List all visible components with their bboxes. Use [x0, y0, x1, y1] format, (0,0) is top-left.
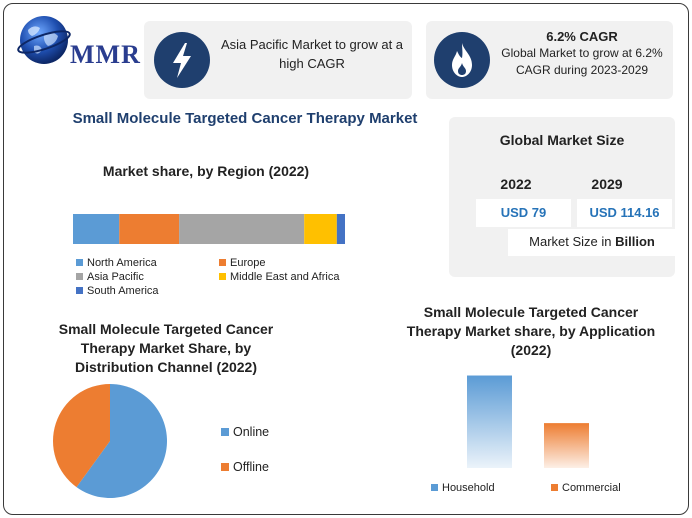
lightning-bolt-icon	[154, 32, 210, 88]
cagr-card-description: Global Market to grow at 6.2% CAGR durin…	[501, 46, 663, 77]
legend-household-label: Household	[442, 482, 495, 494]
flame-icon	[434, 32, 490, 88]
legend-europe-label: Europe	[230, 257, 266, 269]
unit-bold: Billion	[615, 234, 655, 249]
application-chart-title: Small Molecule Targeted Cancer Therapy M…	[406, 304, 656, 358]
cagr-card: 6.2% CAGR Global Market to grow at 6.2% …	[426, 21, 673, 99]
mmr-logo: MMR	[10, 10, 140, 72]
global-market-size-title: Global Market Size	[499, 132, 625, 148]
legend-middle-east-and-africa-label: Middle East and Africa	[230, 271, 340, 283]
legend-asia-pacific-label: Asia Pacific	[87, 271, 144, 283]
growth-card-text: Asia Pacific Market to grow at a high CA…	[220, 37, 404, 71]
legend-europe: Europe	[219, 257, 265, 269]
growth-card: Asia Pacific Market to grow at a high CA…	[144, 21, 412, 99]
legend-household: Household	[431, 482, 495, 494]
legend-online: Online	[221, 425, 269, 439]
legend-middle-east-and-africa: Middle East and Africa	[219, 271, 339, 283]
cagr-card-text: 6.2% CAGR Global Market to grow at 6.2% …	[492, 28, 672, 79]
legend-asia-pacific-swatch	[76, 273, 83, 280]
year-start-label: 2022	[500, 176, 532, 192]
logo-text: MMR	[70, 40, 141, 69]
legend-middle-east-and-africa-swatch	[219, 273, 226, 280]
legend-north-america: North America	[76, 257, 157, 269]
legend-commercial-swatch	[551, 484, 558, 491]
legend-europe-swatch	[219, 259, 226, 266]
legend-north-america-label: North America	[87, 257, 157, 269]
legend-asia-pacific: Asia Pacific	[76, 271, 144, 283]
unit-prefix: Market Size in	[529, 234, 616, 249]
value-end: USD 114.16	[577, 199, 672, 227]
global-market-size-panel: Global Market Size 2022 2029 USD 79 USD …	[449, 117, 676, 277]
main-title: Small Molecule Targeted Cancer Therapy M…	[72, 110, 418, 127]
legend-south-america-label: South America	[87, 285, 159, 297]
legend-south-america-swatch	[76, 287, 83, 294]
legend-online-swatch	[221, 428, 229, 436]
legend-commercial-label: Commercial	[562, 482, 621, 494]
legend-online-label: Online	[233, 425, 270, 439]
cagr-card-title: 6.2% CAGR	[546, 29, 618, 44]
market-size-unit: Market Size in Billion	[508, 229, 676, 256]
year-end-label: 2029	[591, 176, 623, 192]
legend-commercial: Commercial	[551, 482, 621, 494]
legend-offline-label: Offline	[233, 460, 269, 474]
globe-icon	[17, 16, 71, 64]
legend-offline-swatch	[221, 463, 229, 471]
distribution-chart-title: Small Molecule Targeted Cancer Therapy M…	[58, 321, 274, 375]
legend-household-swatch	[431, 484, 438, 491]
legend-south-america: South America	[76, 285, 159, 297]
region-chart-title: Market share, by Region (2022)	[102, 163, 310, 179]
legend-offline: Offline	[221, 460, 269, 474]
value-start: USD 79	[476, 199, 571, 227]
legend-north-america-swatch	[76, 259, 83, 266]
